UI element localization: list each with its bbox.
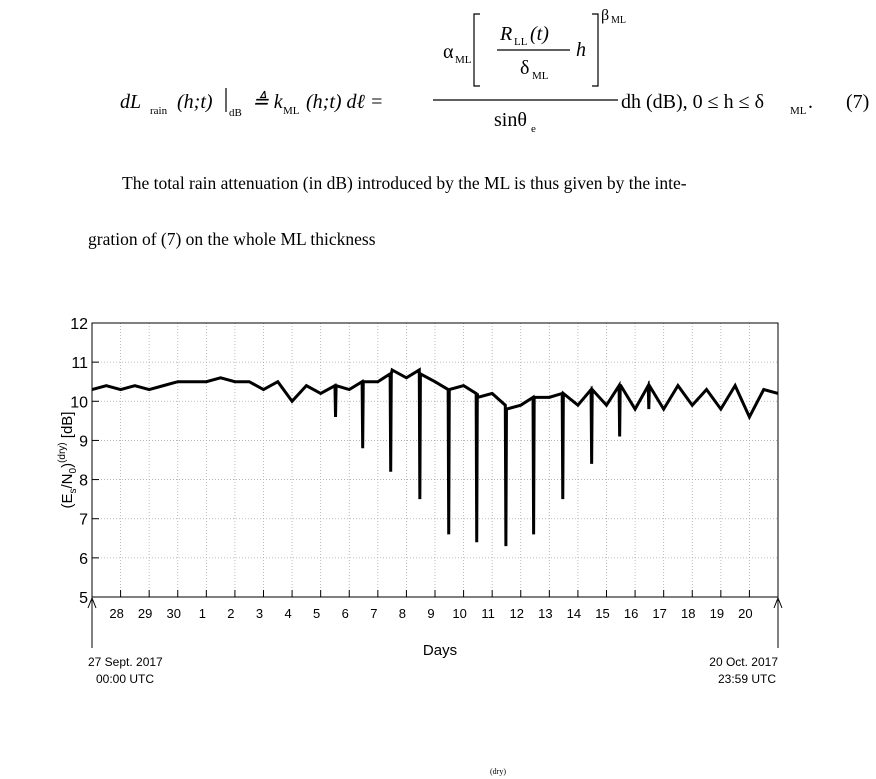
x-tick-label: 20 <box>738 606 752 621</box>
y-tick-label: 9 <box>79 433 88 450</box>
x-tick-label: 30 <box>167 606 181 621</box>
y-label-sub: s <box>68 488 79 493</box>
y-label-part: [dB] <box>59 412 76 443</box>
y-label-part: (E <box>59 493 76 508</box>
x-tick-label: 10 <box>452 606 466 621</box>
y-tick-label: 7 <box>79 512 88 529</box>
y-tick-label: 6 <box>79 551 88 568</box>
annotation: 20 Oct. 2017 <box>709 655 778 669</box>
paragraph-line: The total rain attenuation (in dB) intro… <box>122 173 687 193</box>
y-tick-label: 5 <box>79 590 88 607</box>
eq-text: (h;t) <box>177 91 213 113</box>
y-axis-label: (Es/N0)(dry) [dB] <box>57 412 79 509</box>
x-tick-label: 19 <box>710 606 724 621</box>
x-tick-label: 15 <box>595 606 609 621</box>
eq-sub: ML <box>283 105 300 117</box>
x-tick-label: 17 <box>652 606 666 621</box>
eq-text: (h;t) dℓ = <box>306 91 383 113</box>
eq-sub: ML <box>790 105 807 117</box>
eq-text: h <box>576 39 586 61</box>
bracket <box>473 13 599 87</box>
x-tick-label: 29 <box>138 606 152 621</box>
x-tick-label: 7 <box>370 606 377 621</box>
eq-text: (t) <box>530 23 549 45</box>
eq-sub: ML <box>611 15 626 26</box>
eq-sup: β <box>601 7 609 24</box>
annotation: 23:59 UTC <box>718 672 776 686</box>
chart: (Es/N0)(dry) [dB] Days 27 Sept. 2017 00:… <box>57 316 783 686</box>
eq-sub: rain <box>150 105 168 117</box>
x-tick-label: 12 <box>510 606 524 621</box>
eq-number: (7) <box>846 91 869 113</box>
data-line <box>91 367 779 547</box>
annotation: 00:00 UTC <box>96 672 154 686</box>
eq-sub: dB <box>229 107 242 119</box>
x-tick-label: 8 <box>399 606 406 621</box>
eq-sub: ML <box>532 70 549 82</box>
eq-text: dL <box>120 91 141 113</box>
eq-text: α <box>443 41 454 63</box>
eq-text: δ <box>520 57 529 79</box>
annotation: 27 Sept. 2017 <box>88 655 163 669</box>
edge-arrows <box>87 596 783 648</box>
eq-text: sinθ <box>494 109 527 131</box>
x-tick-label: 1 <box>199 606 206 621</box>
y-tick-label: 8 <box>79 473 88 490</box>
y-tick-label: 12 <box>70 316 88 333</box>
x-tick-label: 5 <box>313 606 320 621</box>
x-tick-label: 9 <box>427 606 434 621</box>
footer-fragment: (dry) <box>490 767 506 776</box>
x-tick-label: 13 <box>538 606 552 621</box>
x-tick-label: 3 <box>256 606 263 621</box>
paragraph-line: gration of (7) on the whole ML thickness <box>88 229 376 249</box>
y-label-sup: (dry) <box>57 442 68 463</box>
x-tick-label: 16 <box>624 606 638 621</box>
eq-text: R <box>499 23 512 45</box>
x-tick-label: 4 <box>284 606 291 621</box>
eq-text: . <box>808 91 813 113</box>
y-label-part: ) <box>59 463 76 468</box>
eq-sub: LL <box>514 36 528 48</box>
eq-sub: e <box>531 123 536 135</box>
x-tick-label: 2 <box>227 606 234 621</box>
eq-text: ≜ k <box>252 90 284 113</box>
x-tick-label: 28 <box>109 606 123 621</box>
y-tick-label: 11 <box>71 355 88 372</box>
y-tick-label: 10 <box>70 394 88 411</box>
plot-frame <box>91 322 779 598</box>
y-label-part: /N <box>59 473 76 488</box>
eq-sub: ML <box>455 54 472 66</box>
x-tick-label: 11 <box>481 606 495 621</box>
x-tick-label: 18 <box>681 606 695 621</box>
x-tick-label: 14 <box>567 606 581 621</box>
x-tick-label: 6 <box>342 606 349 621</box>
y-label-sub: 0 <box>68 467 79 473</box>
x-axis-label: Days <box>423 642 457 659</box>
equation: dL rain (h;t) dB ≜ k ML (h;t) dℓ = α ML … <box>120 7 869 135</box>
eq-text: dh (dB), 0 ≤ h ≤ δ <box>621 91 764 113</box>
